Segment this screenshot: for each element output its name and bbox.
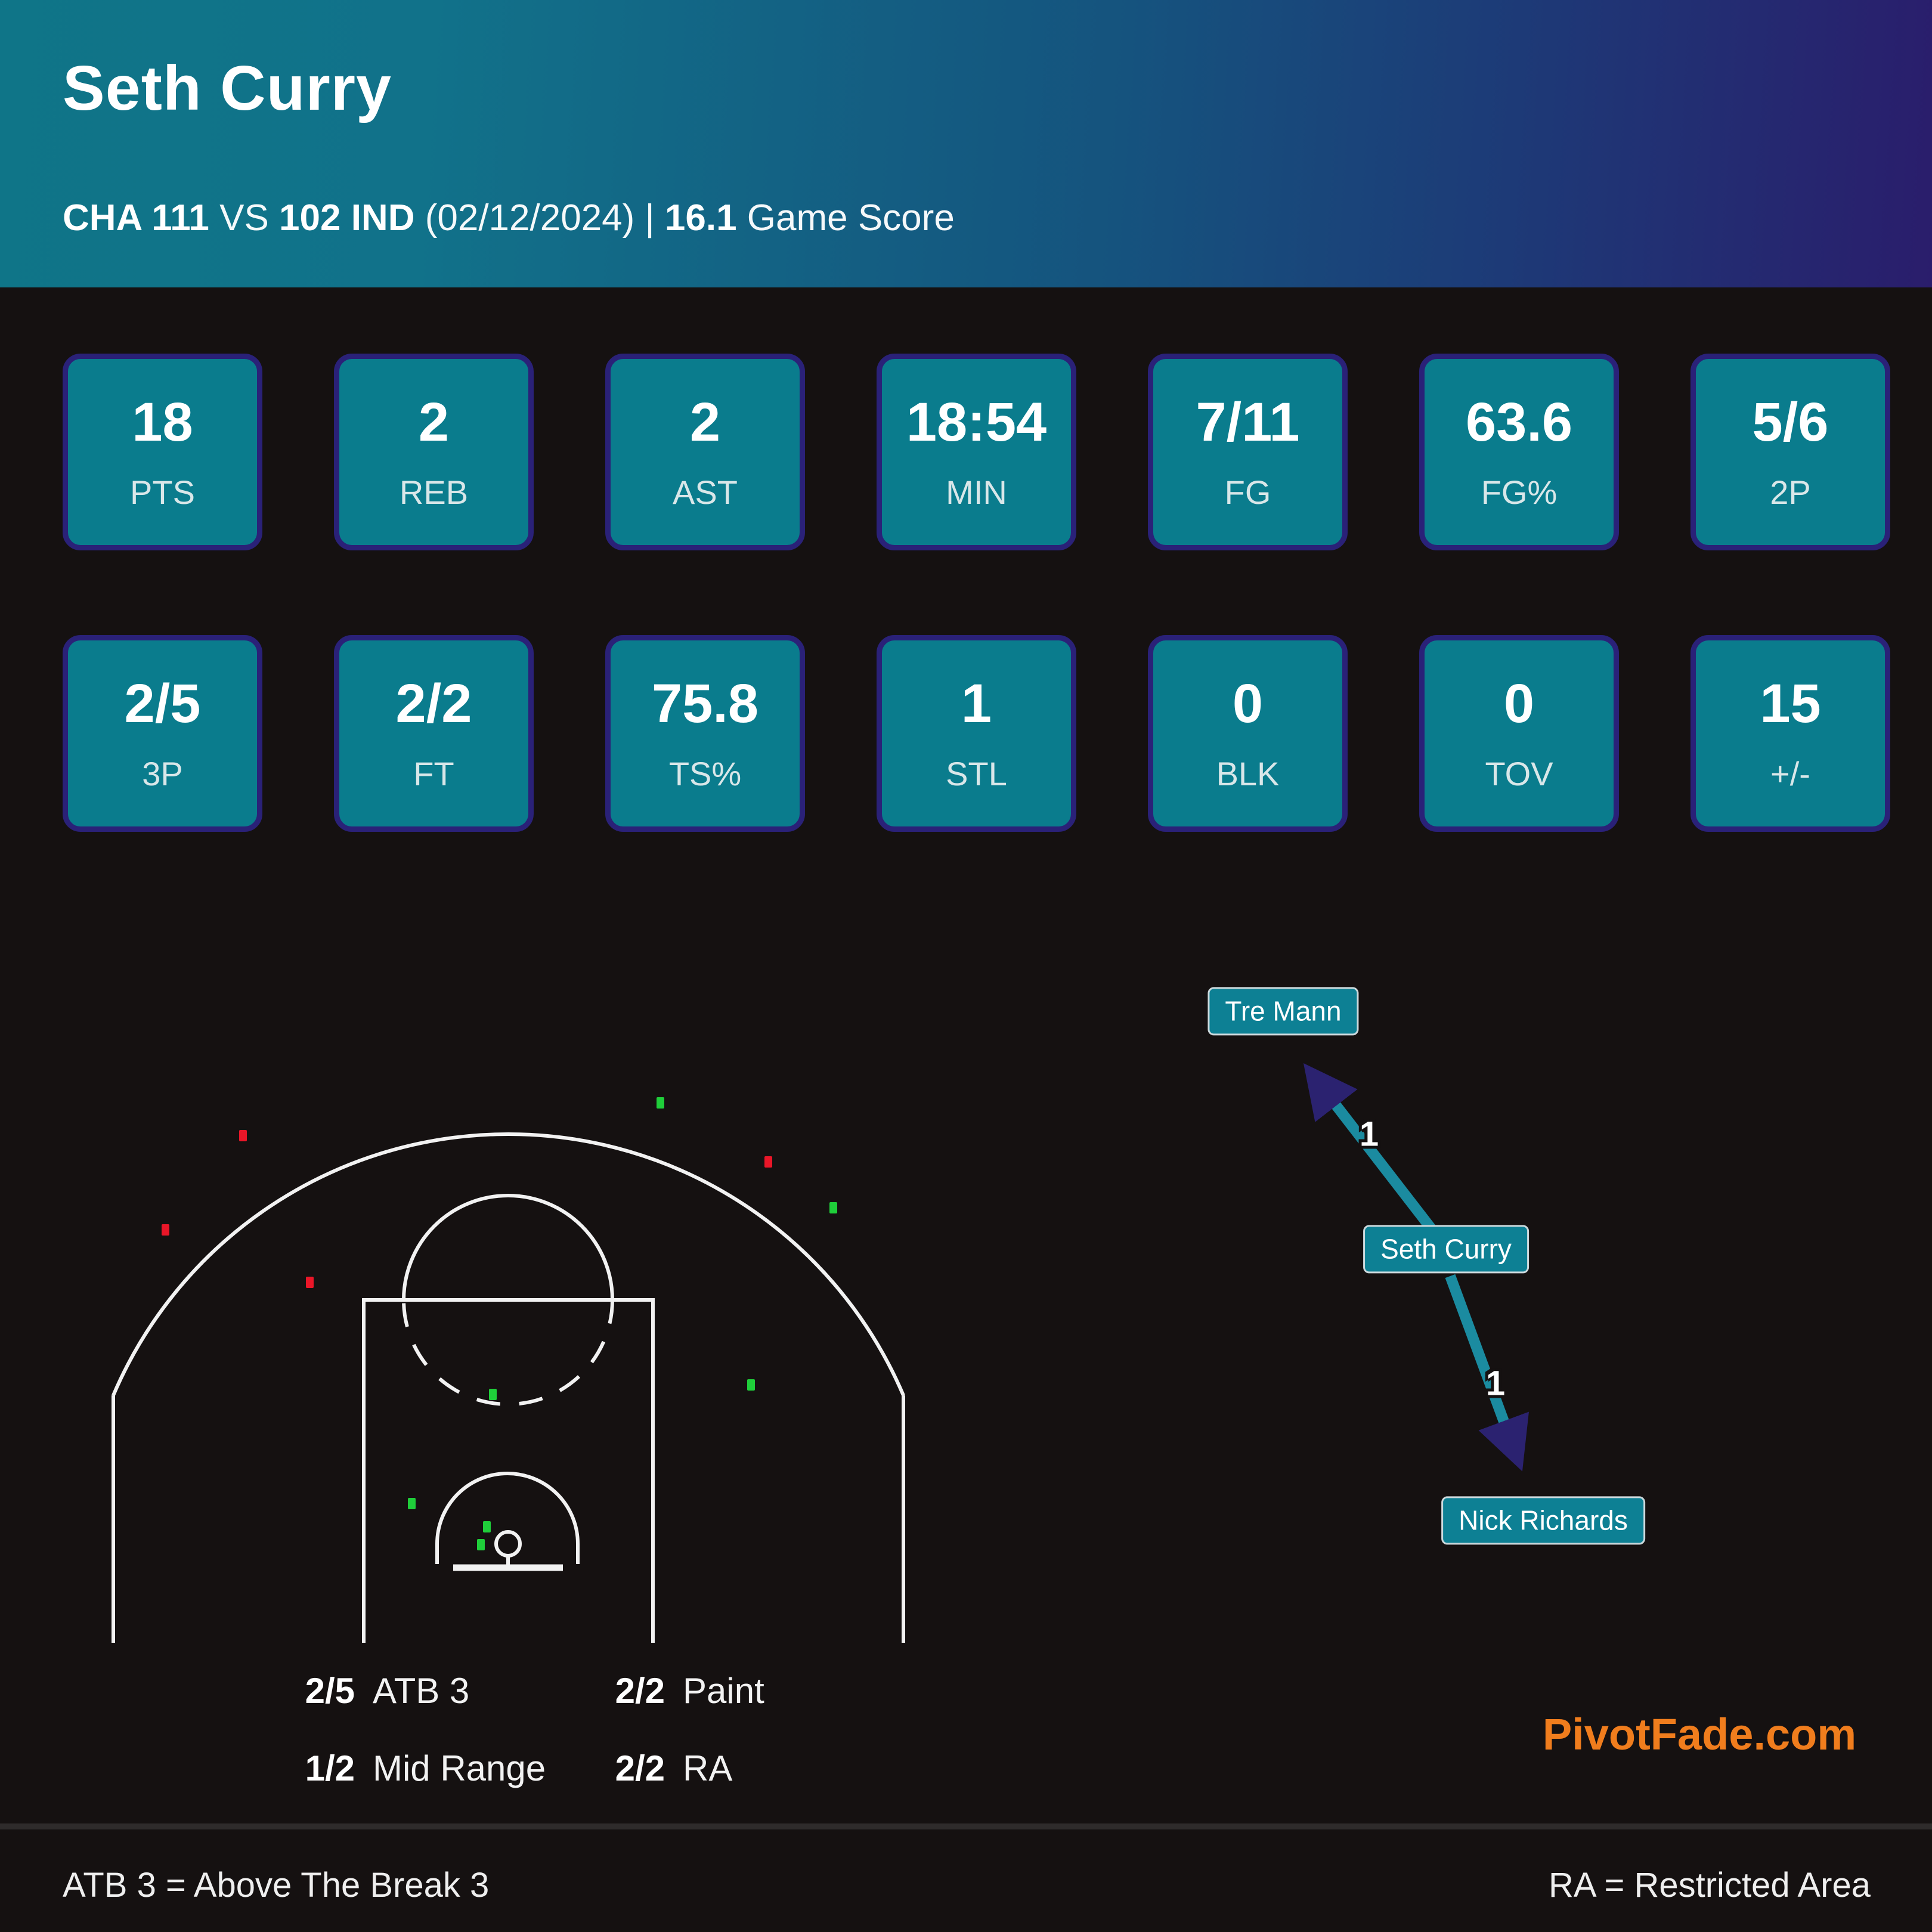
stat-value: 7/11 [1196, 392, 1300, 453]
shot-markers [162, 1097, 837, 1550]
restricted-area-arc [435, 1472, 580, 1564]
zone-stat-value: 1/2 [305, 1748, 355, 1788]
zone-stat-label: Mid Range [373, 1748, 546, 1788]
court-lines [112, 1132, 905, 1643]
stat-label: REB [399, 473, 469, 511]
stat-label: TS% [668, 755, 742, 792]
stat-label: +/- [1770, 755, 1810, 792]
game-line-part: VS [209, 197, 280, 239]
shot-marker-make [483, 1521, 491, 1532]
game-line-part: Game Score [736, 197, 955, 239]
stat-box-2p: 5/6 2P [1690, 354, 1890, 550]
stat-box-pts: 18 PTS [63, 354, 262, 550]
shot-marker-miss [162, 1224, 169, 1236]
game-line-part: (02/12/2024) | [414, 197, 665, 239]
stat-value: 18:54 [906, 392, 1047, 453]
assist-arrow-to-nick-richards [1445, 1274, 1529, 1472]
zone-stat-value: 2/5 [305, 1671, 355, 1711]
footer-note-atb3: ATB 3 = Above The Break 3 [63, 1866, 490, 1905]
footer-divider [0, 1823, 1932, 1829]
shot-marker-miss [306, 1277, 314, 1288]
zone-stat-label: ATB 3 [373, 1671, 470, 1711]
shot-marker-make [829, 1202, 837, 1213]
player-name: Seth Curry [63, 53, 392, 123]
stat-box-reb: 2 REB [334, 354, 534, 550]
stat-label: FG% [1481, 473, 1558, 511]
zone-stat-value: 2/2 [615, 1671, 665, 1711]
shot-marker-make [747, 1379, 755, 1391]
free-throw-circle-top [402, 1194, 614, 1301]
stat-box-ft: 2/2 FT [334, 635, 534, 832]
stat-box-fgpct: 63.6 FG% [1419, 354, 1619, 550]
stat-box-blk: 0 BLK [1148, 635, 1348, 832]
stat-value: 2/5 [124, 673, 201, 734]
network-node-nick-richards: Nick Richards [1441, 1496, 1645, 1545]
stat-value: 0 [1503, 673, 1535, 734]
game-line-part: CHA 111 [63, 197, 209, 239]
assist-network-arrows [1303, 1063, 1529, 1472]
zone-stat-label: Paint [683, 1671, 764, 1711]
network-node-seth-curry: Seth Curry [1363, 1225, 1529, 1274]
stat-label: BLK [1216, 755, 1280, 792]
shot-marker-miss [764, 1156, 772, 1168]
stat-value: 75.8 [651, 673, 759, 734]
shot-marker-miss [239, 1130, 247, 1141]
zone-stat-label: RA [683, 1748, 733, 1788]
assist-count-label: 1 [1485, 1364, 1506, 1403]
stat-box-fg: 7/11 FG [1148, 354, 1348, 550]
site-link[interactable]: PivotFade.com [1542, 1710, 1857, 1759]
three-point-arc [112, 1132, 905, 1397]
assist-arrow-to-tre-mann [1303, 1063, 1436, 1232]
stat-box-tspct: 75.8 TS% [605, 635, 805, 832]
stat-label: 2P [1770, 473, 1811, 511]
stat-label: 3P [142, 755, 183, 792]
stat-label: MIN [946, 473, 1007, 511]
zone-stat-value: 2/2 [615, 1748, 665, 1788]
stat-value: 15 [1760, 673, 1821, 734]
stat-label: STL [946, 755, 1007, 792]
rim [494, 1530, 522, 1558]
stat-box-ast: 2 AST [605, 354, 805, 550]
stat-grid: 18 PTS 2 REB 2 AST 18:54 MIN 7/11 FG 63.6 FG% … [63, 354, 1890, 832]
assist-count-label: 1 [1359, 1114, 1379, 1154]
game-line: CHA 111 VS 102 IND (02/12/2024) | 16.1 G… [63, 197, 955, 239]
stat-box-stl: 1 STL [877, 635, 1076, 832]
stat-label: AST [673, 473, 738, 511]
stat-box-plusminus: 15 +/- [1690, 635, 1890, 832]
shot-marker-make [657, 1097, 664, 1109]
stat-box-min: 18:54 MIN [877, 354, 1076, 550]
header: Seth Curry CHA 111 VS 102 IND (02/12/202… [0, 0, 1932, 287]
shot-chart-court [112, 1097, 905, 1643]
stat-value: 2 [689, 392, 721, 453]
free-throw-circle-bottom-dashed [402, 1299, 614, 1406]
stat-value: 2/2 [395, 673, 472, 734]
shot-marker-make [477, 1539, 485, 1550]
stat-value: 1 [961, 673, 992, 734]
stat-label: FG [1224, 473, 1271, 511]
stat-value: 5/6 [1752, 392, 1829, 453]
stat-box-tov: 0 TOV [1419, 635, 1619, 832]
network-node-tre-mann: Tre Mann [1208, 987, 1359, 1036]
paint-lane [362, 1298, 655, 1643]
footer-note-ra: RA = Restricted Area [1549, 1866, 1871, 1905]
stat-value: 63.6 [1465, 392, 1573, 453]
stat-box-3p: 2/5 3P [63, 635, 262, 832]
game-line-part: 16.1 [664, 197, 737, 239]
shot-marker-make [408, 1498, 416, 1509]
stat-label: FT [413, 755, 454, 792]
stat-value: 0 [1232, 673, 1264, 734]
stat-label: TOV [1485, 755, 1553, 792]
stat-value: 18 [132, 392, 193, 453]
stat-value: 2 [418, 392, 450, 453]
game-line-part: 102 IND [279, 197, 415, 239]
stat-label: PTS [130, 473, 195, 511]
shot-marker-make [489, 1389, 497, 1400]
